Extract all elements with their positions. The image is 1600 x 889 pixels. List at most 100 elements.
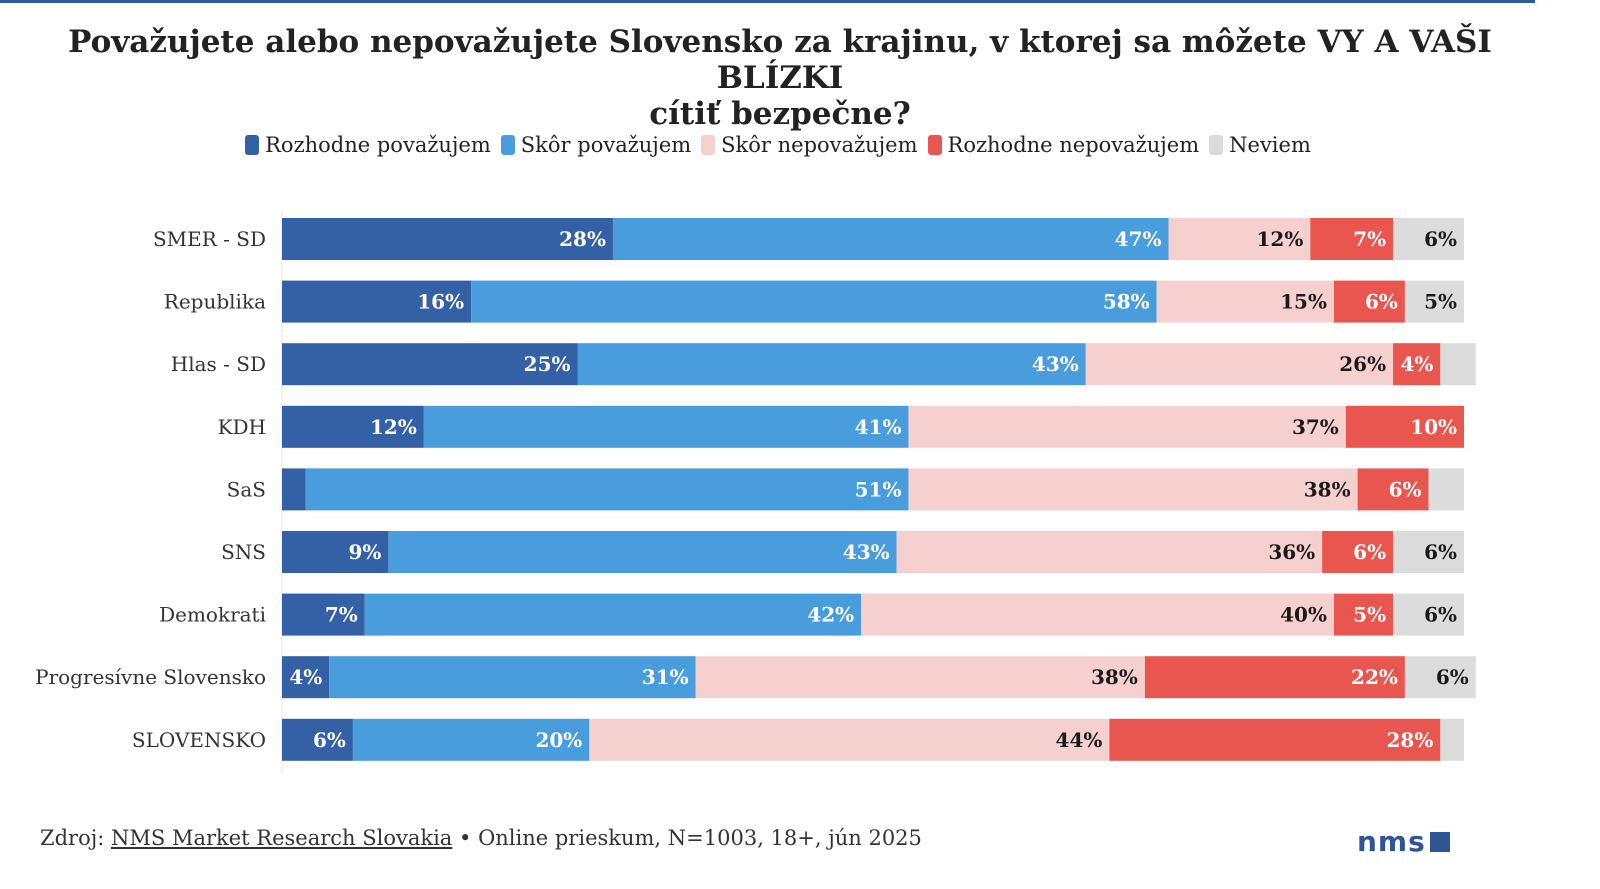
data-label: 36% — [1268, 540, 1315, 564]
data-label: 4% — [289, 665, 322, 689]
bar-segment — [305, 468, 909, 511]
data-label: 42% — [807, 603, 854, 627]
bar-segment — [282, 280, 472, 323]
bar-segment — [1085, 343, 1394, 386]
chart-title: Považujete alebo nepovažujete Slovensko … — [40, 24, 1520, 132]
bar-segment — [896, 531, 1323, 573]
data-label: 5% — [1353, 603, 1386, 627]
bar-segment — [1357, 468, 1429, 511]
legend-label: Rozhodne považujem — [265, 133, 491, 157]
bar-segment — [282, 718, 353, 761]
bar-segment — [1310, 218, 1394, 260]
category-label: Hlas - SD — [171, 352, 266, 376]
data-label: 5% — [1424, 290, 1457, 314]
bar-segment — [1333, 280, 1405, 323]
data-label: 6% — [1365, 290, 1398, 314]
nms-logo: nms — [1357, 825, 1450, 858]
legend-swatch — [245, 135, 260, 155]
legend-swatch — [1209, 135, 1224, 155]
legend-label: Rozhodne nepovažujem — [947, 133, 1200, 157]
bar-segment — [282, 218, 613, 260]
legend-label: Neviem — [1229, 133, 1311, 157]
bar-segment — [1333, 593, 1394, 636]
bar-segment — [1345, 405, 1464, 448]
bar-segment — [329, 656, 696, 699]
bar-segment — [282, 656, 330, 699]
data-label: 7% — [325, 603, 358, 627]
source-prefix: Zdroj: — [40, 826, 105, 850]
source-link[interactable]: NMS Market Research Slovakia — [111, 826, 453, 850]
chart-title-line-1: Považujete alebo nepovažujete Slovensko … — [68, 24, 1492, 96]
bar-segment — [589, 718, 1110, 761]
data-label: 6% — [1424, 603, 1457, 627]
bar-segment — [1393, 218, 1464, 260]
bar-segment — [1322, 531, 1394, 573]
bar-segment — [1440, 343, 1476, 386]
legend-item-skor-nepovazujem: Skôr nepovažujem — [701, 133, 918, 157]
bar-segment — [1109, 718, 1441, 761]
legend-item-rozhodne-nepovazujem: Rozhodne nepovažujem — [927, 133, 1200, 157]
data-label: 40% — [1280, 603, 1327, 627]
data-label: 38% — [1304, 477, 1351, 501]
bar-segment — [282, 468, 306, 511]
data-label: 6% — [313, 728, 346, 752]
data-label: 22% — [1351, 665, 1398, 689]
legend-label: Skôr považujem — [520, 133, 692, 157]
bar-segment — [352, 718, 590, 761]
bar-segment — [695, 656, 1145, 699]
bar-segment — [1168, 218, 1311, 260]
data-label: 6% — [1424, 227, 1457, 251]
data-label: 10% — [1410, 415, 1457, 439]
bar-segment — [471, 280, 1157, 323]
bar-segment — [577, 343, 1086, 386]
data-label: 41% — [855, 415, 902, 439]
data-label: 38% — [1091, 665, 1138, 689]
category-label: SLOVENSKO — [132, 728, 266, 752]
data-label: 28% — [1387, 728, 1434, 752]
bar-segment — [908, 405, 1346, 448]
bar-segment — [388, 531, 897, 573]
bar-segment — [612, 218, 1169, 260]
legend-item-neviem: Neviem — [1209, 133, 1311, 157]
legend-swatch — [927, 135, 942, 155]
bar-segment — [282, 531, 389, 573]
data-label: 15% — [1280, 290, 1327, 314]
category-label: Progresívne Slovensko — [35, 665, 266, 689]
top-rule — [0, 0, 1535, 3]
data-label: 25% — [524, 352, 571, 376]
bar-segment — [423, 405, 909, 448]
bar-segment — [282, 593, 365, 636]
category-label: KDH — [218, 415, 266, 439]
data-label: 6% — [1353, 540, 1386, 564]
data-label: 51% — [855, 477, 902, 501]
data-label: 43% — [843, 540, 890, 564]
category-label: Republika — [164, 290, 266, 314]
data-label: 28% — [559, 227, 606, 251]
category-label: SMER - SD — [153, 227, 266, 251]
bar-segment — [1404, 656, 1476, 699]
data-label: 20% — [535, 728, 582, 752]
bar-segment — [1393, 531, 1464, 573]
chart-title-line-2: cítiť bezpečne? — [649, 96, 911, 132]
bar-segment — [364, 593, 862, 636]
bar-segment — [1440, 718, 1464, 761]
bar-segment — [1393, 343, 1441, 386]
data-label: 26% — [1339, 352, 1386, 376]
data-label: 31% — [642, 665, 689, 689]
category-label: SNS — [221, 540, 266, 564]
data-label: 12% — [370, 415, 417, 439]
data-label: 43% — [1032, 352, 1079, 376]
bar-segment — [282, 405, 424, 448]
data-label: 16% — [417, 290, 464, 314]
data-label: 4% — [1400, 352, 1433, 376]
bar-segment — [1156, 280, 1334, 323]
legend-label: Skôr nepovažujem — [721, 133, 918, 157]
bar-segment — [1428, 468, 1464, 511]
data-label: 12% — [1256, 227, 1303, 251]
data-label: 37% — [1292, 415, 1339, 439]
data-label: 58% — [1103, 290, 1150, 314]
legend-item-skor-povazujem: Skôr považujem — [500, 133, 692, 157]
legend: Rozhodne považujem Skôr považujem Skôr n… — [0, 133, 1560, 157]
bar-segment — [282, 343, 578, 386]
